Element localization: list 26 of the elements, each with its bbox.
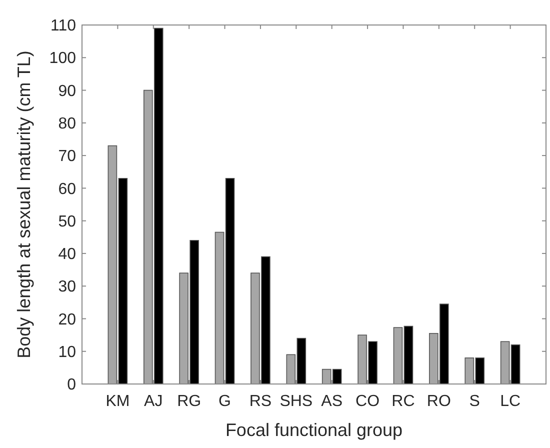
y-tick-label: 20 xyxy=(58,311,76,328)
y-tick-label: 50 xyxy=(58,213,76,230)
y-tick-label: 40 xyxy=(58,246,76,264)
x-tick-label: AJ xyxy=(144,393,163,410)
x-tick-label: S xyxy=(469,393,480,410)
x-tick-label: RG xyxy=(177,393,202,410)
x-tick-label: RO xyxy=(426,393,451,410)
y-tick-label: 0 xyxy=(67,376,76,394)
y-tick-label: 70 xyxy=(58,148,76,166)
x-tick-label: LC xyxy=(500,393,521,410)
x-tick-label: G xyxy=(218,393,231,410)
x-tick-label: SHS xyxy=(280,393,313,410)
y-axis-title: Body length at sexual maturity (cm TL) xyxy=(14,50,34,358)
y-tick-label: 80 xyxy=(58,116,76,133)
y-tick-label: 110 xyxy=(50,18,76,35)
x-tick-label: CO xyxy=(356,393,380,410)
x-tick-label: AS xyxy=(321,393,343,410)
x-tick-label: RC xyxy=(392,393,415,410)
y-tick-label: 30 xyxy=(58,278,76,296)
y-tick-label: 90 xyxy=(58,82,76,100)
x-axis-title: Focal functional group xyxy=(225,420,403,440)
x-tick-label: RS xyxy=(249,393,272,410)
y-tick-label: 10 xyxy=(58,344,76,361)
x-tick-label: KM xyxy=(106,393,130,410)
y-tick-label: 60 xyxy=(58,180,76,198)
y-tick-label: 100 xyxy=(49,50,76,68)
